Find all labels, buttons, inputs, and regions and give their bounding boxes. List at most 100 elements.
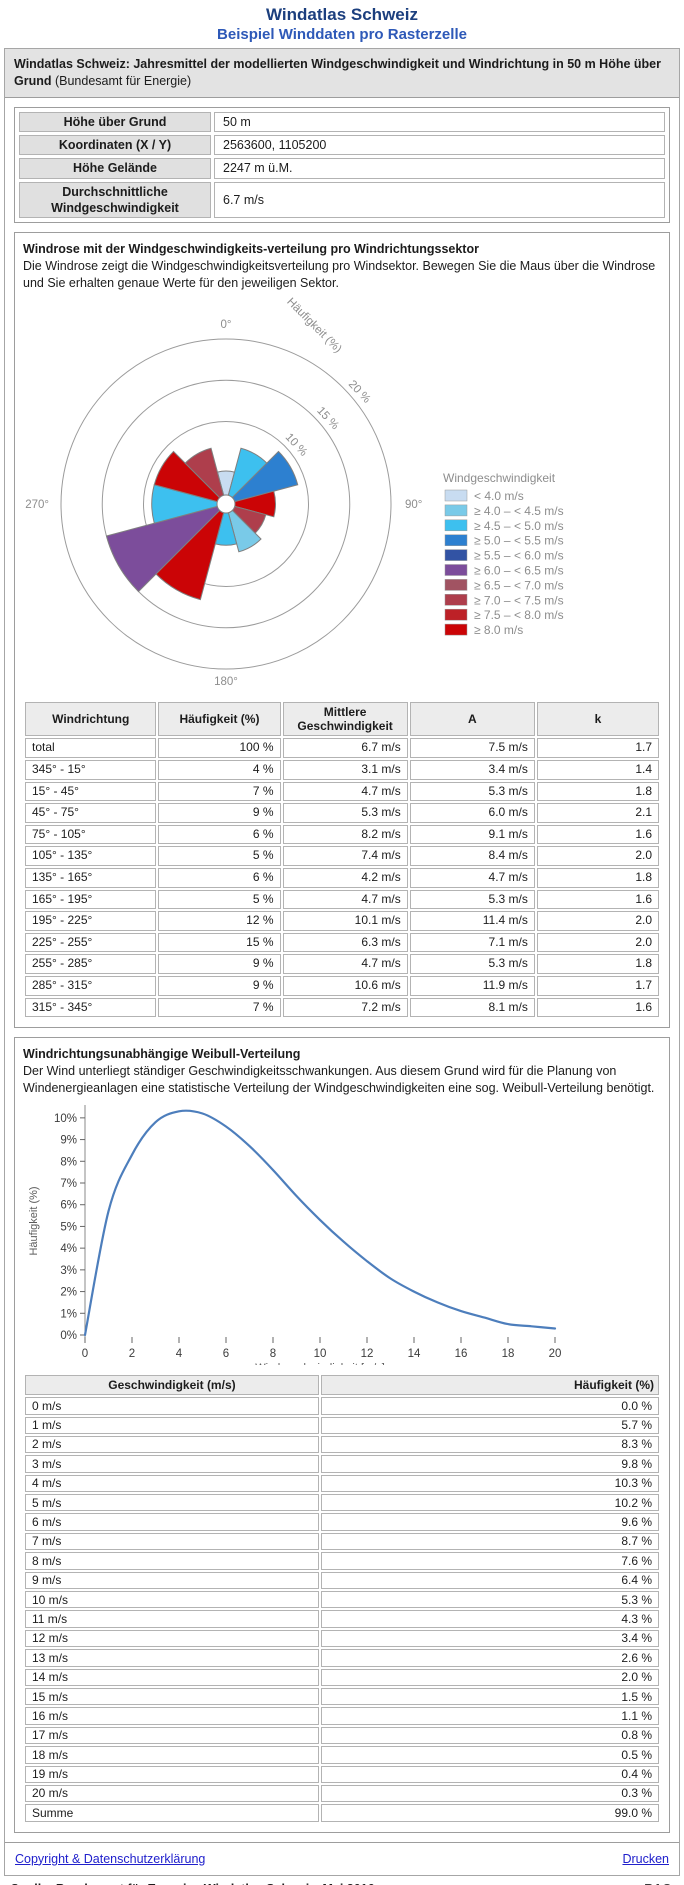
table-cell: 10.1 m/s [282, 911, 408, 931]
table-cell: 100 % [158, 738, 281, 758]
table-cell: 15 m/s [25, 1688, 319, 1706]
table-cell: 225° - 255° [25, 932, 157, 953]
table-cell: 3.1 m/s [282, 760, 408, 780]
svg-text:180°: 180° [214, 676, 238, 688]
svg-text:≥ 6.0 – < 6.5 m/s: ≥ 6.0 – < 6.5 m/s [474, 563, 564, 577]
table-cell: 2.6 % [320, 1649, 659, 1667]
table-cell: 4.7 m/s [282, 781, 408, 802]
table-cell: 14 m/s [25, 1668, 319, 1686]
table-cell: 345° - 15° [25, 760, 157, 780]
table-cell: 5.3 % [320, 1591, 659, 1609]
table-cell: 9.8 % [320, 1455, 659, 1473]
table-cell: 3.4 % [320, 1629, 659, 1648]
table-row: 16 m/s 1.1 % [25, 1707, 659, 1725]
brand-text: RAO [644, 1882, 672, 1885]
table-cell: 10.2 % [320, 1494, 659, 1512]
table-cell: 7.1 m/s [409, 932, 535, 953]
info-value: 2247 m ü.M. [214, 158, 665, 179]
table-row: 18 m/s 0.5 % [25, 1746, 659, 1764]
svg-text:10: 10 [314, 1348, 327, 1360]
svg-text:≥ 7.5 – < 8.0 m/s: ≥ 7.5 – < 8.0 m/s [474, 608, 564, 622]
table-row: 15 m/s 1.5 % [25, 1688, 659, 1706]
svg-text:≥ 5.0 – < 5.5 m/s: ≥ 5.0 – < 5.5 m/s [474, 533, 564, 547]
table-cell: 165° - 195° [25, 889, 157, 910]
svg-text:18: 18 [502, 1348, 515, 1360]
info-label: Höhe über Grund [19, 111, 211, 132]
print-link[interactable]: Drucken [622, 1851, 669, 1866]
table-cell: 11.4 m/s [409, 911, 535, 931]
table-cell: 4 m/s [25, 1474, 319, 1493]
table-row: 345° - 15° 4 % 3.1 m/s 3.4 m/s 1.4 [25, 760, 659, 780]
table-cell: 1.7 [536, 738, 659, 758]
table-cell: 8.7 % [320, 1532, 659, 1551]
table-cell: 2.0 [536, 846, 659, 866]
table-row: 10 m/s 5.3 % [25, 1591, 659, 1609]
table-cell: 1.6 [536, 824, 659, 845]
table-cell: 9.6 % [320, 1513, 659, 1531]
table-cell: 99.0 % [320, 1804, 659, 1822]
table-row: 1 m/s 5.7 % [25, 1416, 659, 1434]
info-value: 6.7 m/s [214, 181, 665, 218]
table-cell: 6 % [158, 867, 281, 888]
svg-text:≥ 6.5 – < 7.0 m/s: ≥ 6.5 – < 7.0 m/s [474, 578, 564, 592]
svg-text:8%: 8% [60, 1156, 77, 1168]
table-cell: 5 % [158, 846, 281, 866]
table-cell: 4 % [158, 760, 281, 780]
info-row: Durchschnittliche Windgeschwindigkeit 6.7… [19, 181, 665, 218]
table-row: 9 m/s 6.4 % [25, 1571, 659, 1590]
table-cell: 9 m/s [25, 1571, 319, 1590]
table-row: 75° - 105° 6 % 8.2 m/s 9.1 m/s 1.6 [25, 824, 659, 845]
footer-links: Copyright & Datenschutzerklärung Drucken [5, 1841, 679, 1875]
table-cell: 5.3 m/s [409, 889, 535, 910]
table-cell: 9 % [158, 975, 281, 996]
table-row: Summe 99.0 % [25, 1804, 659, 1822]
header-note: Windatlas Schweiz: Jahresmittel der mode… [5, 49, 679, 98]
table-cell: 6 m/s [25, 1513, 319, 1531]
table-row: 7 m/s 8.7 % [25, 1532, 659, 1551]
svg-text:8: 8 [270, 1348, 276, 1360]
table-cell: 5.3 m/s [409, 781, 535, 802]
site-info-panel: Höhe über Grund 50 m Koordinaten (X / Y) 25… [14, 106, 670, 223]
svg-text:15 %: 15 % [314, 404, 341, 431]
table-cell: 4.7 m/s [282, 954, 408, 974]
svg-text:2: 2 [129, 1348, 135, 1360]
svg-text:< 4.0 m/s: < 4.0 m/s [474, 489, 524, 503]
table-cell: 0.5 % [320, 1746, 659, 1764]
table-cell: 3 m/s [25, 1455, 319, 1473]
svg-text:16: 16 [455, 1348, 468, 1360]
table-cell: 2 m/s [25, 1435, 319, 1454]
table-cell: 2.0 [536, 911, 659, 931]
table-row: 12 m/s 3.4 % [25, 1629, 659, 1648]
header-note-normal: (Bundesamt für Energie) [51, 73, 192, 88]
table-cell: 0.0 % [320, 1397, 659, 1415]
copyright-link[interactable]: Copyright & Datenschutzerklärung [15, 1851, 206, 1866]
table-row: 285° - 315° 9 % 10.6 m/s 11.9 m/s 1.7 [25, 975, 659, 996]
table-row: 15° - 45° 7 % 4.7 m/s 5.3 m/s 1.8 [25, 781, 659, 802]
svg-text:≥ 4.5 – < 5.0 m/s: ≥ 4.5 – < 5.0 m/s [474, 518, 564, 532]
speed-frequency-table: Geschwindigkeit (m/s) Häufigkeit (%) 0 m… [23, 1373, 661, 1824]
svg-text:Windgeschwindigkeit [m/s]: Windgeschwindigkeit [m/s] [255, 1362, 385, 1365]
header-note-bold: Windatlas Schweiz: Jahresmittel der mode… [14, 57, 661, 88]
table-cell: 11.9 m/s [409, 975, 535, 996]
table-row: 3 m/s 9.8 % [25, 1455, 659, 1473]
table-row: total 100 % 6.7 m/s 7.5 m/s 1.7 [25, 738, 659, 758]
table-cell: 4.7 m/s [409, 867, 535, 888]
svg-text:20: 20 [549, 1348, 562, 1360]
svg-text:9%: 9% [60, 1134, 77, 1146]
svg-text:6: 6 [223, 1348, 229, 1360]
info-row: Höhe Gelände 2247 m ü.M. [19, 158, 665, 179]
table-cell: 0.4 % [320, 1765, 659, 1783]
svg-text:270°: 270° [25, 499, 49, 511]
table-cell: 9 % [158, 954, 281, 974]
table-cell: 7.4 m/s [282, 846, 408, 866]
table-cell: 4.3 % [320, 1610, 659, 1628]
table-cell: 6 % [158, 824, 281, 845]
svg-text:≥ 5.5 – < 6.0 m/s: ≥ 5.5 – < 6.0 m/s [474, 548, 564, 562]
windrose-chart[interactable]: 10 %15 %20 %Häufigkeit (%) 0° 90° 180° 270° W… [23, 292, 655, 692]
table-row: 17 m/s 0.8 % [25, 1726, 659, 1745]
svg-text:3%: 3% [60, 1265, 77, 1277]
col-header-geschwindigkeit: Geschwindigkeit (m/s) [25, 1374, 319, 1396]
main-container: Windatlas Schweiz: Jahresmittel der mode… [4, 48, 680, 1876]
speed-table-header-row: Geschwindigkeit (m/s) Häufigkeit (%) [25, 1374, 659, 1396]
